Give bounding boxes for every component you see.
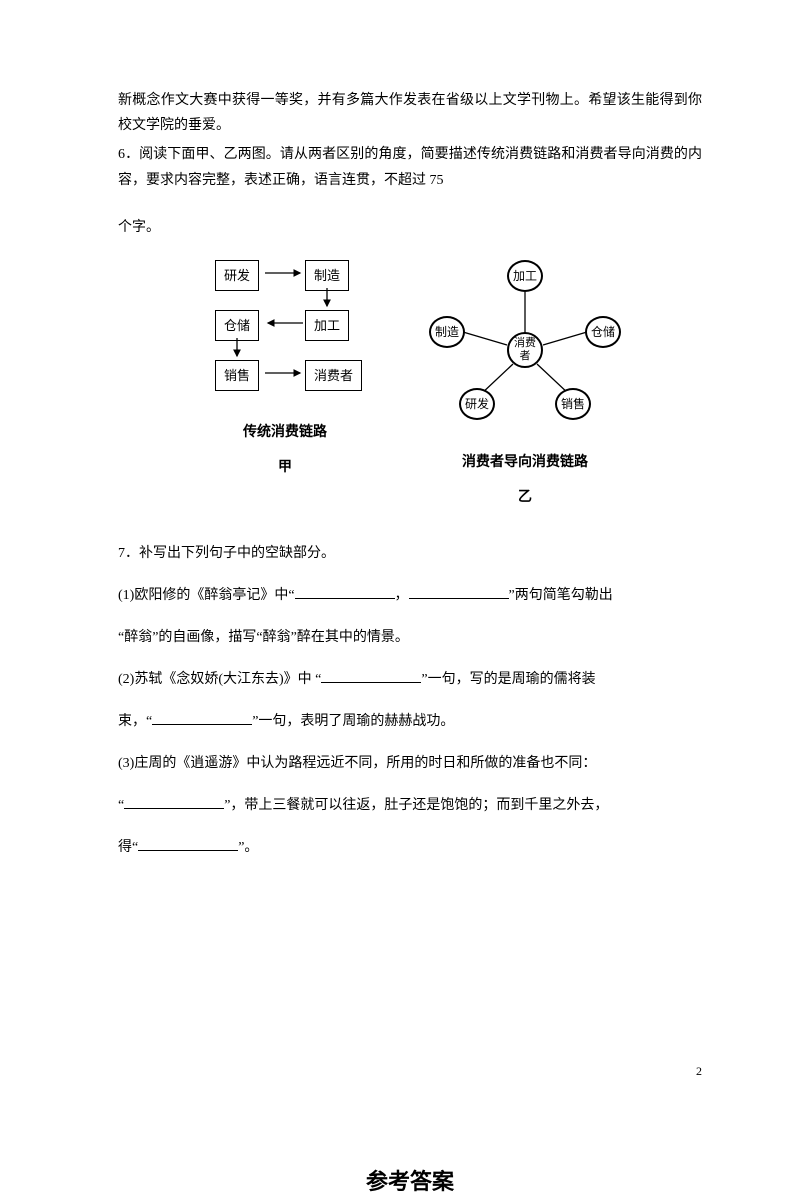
blank-field [409,585,509,599]
q7-item1b: “醉翁”的自画像，描写“醉翁”醉在其中的情景。 [118,624,702,652]
diagram-a-label2: 甲 [278,455,292,480]
paragraph-3: 个字。 [118,215,702,240]
diagram-b-label2: 乙 [518,485,532,510]
q7-item3b: “”，带上三餐就可以往返，肚子还是饱饱的；而到千里之外去， [118,792,702,820]
text-span: 得“ [118,840,138,855]
node-br: 销售 [555,388,591,420]
text-span: ”一句，表明了周瑜的赫赫战功。 [252,714,454,729]
paragraph-2: 6．阅读下面甲、乙两图。请从两者区别的角度，简要描述传统消费链路和消费者导向消费… [118,142,702,192]
text-span: ”两句简笔勾勒出 [509,588,613,603]
q7-title: 7．补写出下列句子中的空缺部分。 [118,540,702,568]
answer-title: 参考答案 [118,1162,702,1202]
blank-field [152,711,252,725]
node-bl: 研发 [459,388,495,420]
blank-field [321,669,421,683]
node-right: 仓储 [585,316,621,348]
text-span: ”一句，写的是周瑜的儒将装 [421,672,595,687]
text-span: 束，“ [118,714,152,729]
node-center: 消费 者 [507,332,543,368]
question-7: 7．补写出下列句子中的空缺部分。 (1)欧阳修的《醉翁亭记》中“ ， ”两句简笔勾勒… [118,540,702,862]
q7-item3c: 得“ ”。 [118,834,702,862]
q7-item2b: 束，“ ”一句，表明了周瑜的赫赫战功。 [118,708,702,736]
radial-b: 消费 者 加工 制造 仓储 研发 销售 [425,260,625,440]
q7-item3: (3)庄周的《逍遥游》中认为路程远近不同，所用的时日和所做的准备也不同： [118,750,702,778]
flowchart-a: 研发 制造 仓储 加工 销售 消费者 [195,260,375,410]
paragraph-1: 新概念作文大赛中获得一等奖，并有多篇大作发表在省级以上文学刊物上。希望该生能得到… [118,88,702,138]
text-span: (1)欧阳修的《醉翁亭记》中“ [118,588,295,603]
text-span: (2)苏轼《念奴娇(大江东去)》中 “ [118,672,321,687]
text-span: ， [395,588,409,603]
blank-field [124,795,224,809]
blank-field [138,837,238,851]
blank-field [295,585,395,599]
diagram-b-label1: 消费者导向消费链路 [462,450,588,475]
node-top: 加工 [507,260,543,292]
q7-item1: (1)欧阳修的《醉翁亭记》中“ ， ”两句简笔勾勒出 [118,582,702,610]
diagram-a: 研发 制造 仓储 加工 销售 消费者 传统消费链路 甲 [195,260,375,510]
node-left: 制造 [429,316,465,348]
diagram-a-label1: 传统消费链路 [243,420,327,445]
text-span: ”，带上三餐就可以往返，肚子还是饱饱的；而到千里之外去， [224,798,608,813]
text-span: ”。 [238,840,258,855]
q7-item2: (2)苏轼《念奴娇(大江东去)》中 “ ”一句，写的是周瑜的儒将装 [118,666,702,694]
diagrams-container: 研发 制造 仓储 加工 销售 消费者 传统消费链路 甲 [118,260,702,510]
diagram-b: 消费 者 加工 制造 仓储 研发 销售 消费者导向消费链路 乙 [425,260,625,510]
page-number: 2 [696,1061,702,1083]
arrow-icon [195,260,375,410]
